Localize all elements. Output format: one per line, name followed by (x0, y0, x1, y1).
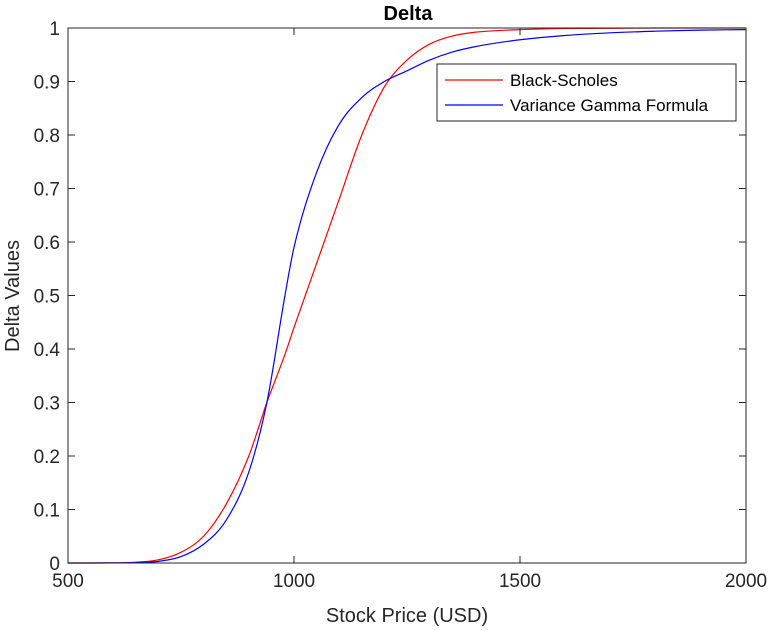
legend-box (436, 63, 737, 122)
y-tick-label: 0.5 (34, 287, 60, 308)
axes: 500 1000 1500 2000 0 0.1 0.2 0.3 0.4 0.5 0.6 0.7 0.8… (34, 19, 768, 592)
y-tick-label: 0.9 (34, 73, 60, 94)
y-tick-label: 1 (49, 19, 60, 40)
x-tick-label: 500 (52, 571, 84, 592)
y-tick-label: 0.4 (34, 340, 61, 361)
y-tick-label: 0.3 (34, 394, 60, 415)
chart-title: Delta (384, 3, 434, 25)
legend: Black-Scholes Variance Gamma Formula (436, 63, 737, 122)
x-tick-label: 2000 (725, 571, 767, 592)
y-tick-label: 0.8 (34, 126, 60, 147)
y-tick-label: 0 (49, 554, 60, 575)
plot-area (67, 27, 747, 564)
legend-entry-black-scholes: Black-Scholes (510, 71, 618, 90)
y-tick-label: 0.7 (34, 180, 60, 201)
series-line-black-scholes (67, 27, 746, 564)
x-axis-label: Stock Price (USD) (326, 605, 488, 627)
legend-entry-variance-gamma-formula: Variance Gamma Formula (510, 96, 709, 115)
x-tick-label: 1000 (273, 571, 315, 592)
series-line-variance-gamma-formula (67, 29, 747, 564)
y-axis-label: Delta Values (2, 240, 24, 352)
x-tick-label: 1500 (499, 571, 541, 592)
y-tick-label: 0.2 (34, 447, 60, 468)
y-tick-label: 0.6 (34, 233, 60, 254)
y-tick-label: 0.1 (34, 501, 60, 522)
